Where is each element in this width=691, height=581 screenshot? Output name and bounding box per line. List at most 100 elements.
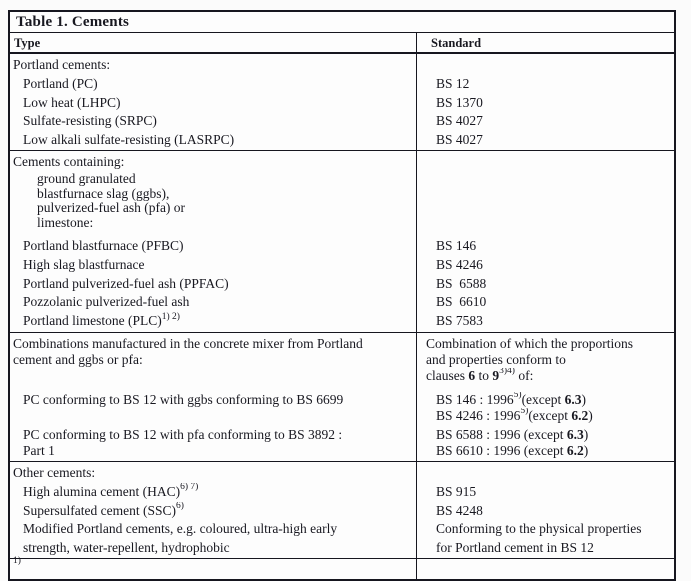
text-segment: Portland blastfurnace (PFBC) [23, 237, 184, 253]
type-cell: limestone: [10, 216, 443, 231]
standard-cell: BS 7583 [429, 312, 674, 331]
text-segment: PC conforming to BS 12 with ggbs conform… [23, 391, 344, 407]
superscript: 6) 7) [180, 482, 199, 493]
standard-cell: BS 6610 [429, 293, 674, 312]
standard-cell: BS 146 : 19965)(except 6.3) [429, 392, 674, 408]
text-segment: cement and ggbs or pfa: [13, 351, 143, 367]
text-segment: 6.3 [564, 391, 582, 407]
standard-cell [419, 56, 674, 75]
table-section-other-cements: Other cements: High alumina cement (HAC)6… [10, 462, 674, 559]
superscript: 6) [175, 501, 184, 512]
table-section-combinations: Combinations manufactured in the concret… [10, 333, 674, 462]
table-title: Table 1. Cements [10, 12, 674, 33]
text-segment: Other cements: [13, 464, 96, 480]
table-line: Part 1 BS 6610 : 1996 (except 6.2) [10, 443, 674, 459]
text-segment: to [475, 367, 493, 383]
text-segment: BS 4246 [436, 256, 483, 272]
type-cell: Low alkali sulfate-resisting (LASRPC) [10, 131, 429, 150]
text-segment: BS 146 [436, 237, 477, 253]
table-section-portland-cements: Portland cements: Portland (PC) BS 12 Low h… [10, 54, 674, 151]
type-cell: Combinations manufactured in the concret… [10, 336, 419, 352]
type-cell: blastfurnace slag (ggbs), [10, 187, 443, 202]
text-segment: BS 146 : 1996 [436, 391, 514, 407]
text-segment: ) [583, 426, 589, 442]
type-cell: Sulfate-resisting (SRPC) [10, 112, 429, 131]
table-line: Portland limestone (PLC)1) 2) BS 7583 [10, 312, 674, 331]
text-segment: BS 7583 [436, 313, 483, 329]
text-segment: BS 4246 : 1996 [436, 407, 521, 423]
standard-cell: for Portland cement in BS 12 [429, 539, 674, 558]
text-segment: BS 4248 [436, 502, 483, 518]
text-segment: pulverized-fuel ash (pfa) or [37, 201, 186, 216]
footnote-row: 1) [10, 557, 674, 579]
standard-cell [443, 172, 674, 187]
type-cell: High alumina cement (HAC)6) 7) [10, 483, 429, 502]
standard-cell [419, 153, 674, 172]
standard-cell [443, 201, 674, 216]
standard-cell: BS 4246 [429, 256, 674, 275]
text-segment: Cements containing: [13, 153, 125, 169]
table-line: PC conforming to BS 12 with ggbs conform… [10, 392, 674, 408]
text-segment: PC conforming to BS 12 with pfa conformi… [23, 426, 343, 442]
table-line: PC conforming to BS 12 with pfa conformi… [10, 427, 674, 443]
type-cell: strength, water-repellent, hydrophobic [10, 539, 429, 558]
table-line: High alumina cement (HAC)6) 7) BS 915 [10, 483, 674, 502]
table-line: Pozzolanic pulverized-fuel ash BS 6610 [10, 293, 674, 312]
standard-cell: BS 915 [429, 483, 674, 502]
text-segment: and properties conform to [426, 351, 566, 367]
text-segment: Portland (PC) [23, 75, 98, 91]
table-line: Sulfate-resisting (SRPC) BS 4027 [10, 112, 674, 131]
superscript: 5) [520, 407, 529, 417]
document-page: { "title": "Table 1. Cements", "columns"… [8, 10, 676, 581]
text-segment: ) [581, 391, 587, 407]
table-section-cements-containing: Cements containing: ground granulated blas… [10, 151, 674, 333]
text-segment: BS 6610 : 1996 (except [436, 442, 567, 458]
table-line: Portland cements: [10, 56, 674, 75]
type-cell [10, 368, 419, 384]
text-segment: Supersulfated cement (SSC) [23, 502, 176, 518]
text-segment: Modified Portland cements, e.g. coloured… [23, 521, 338, 537]
type-cell: Portland pulverized-fuel ash (PPFAC) [10, 275, 429, 294]
table-line: limestone: [10, 216, 674, 231]
type-cell: Other cements: [10, 464, 419, 483]
table-line: clauses 6 to 93)4) of: [10, 368, 674, 384]
column-divider-line [416, 33, 417, 579]
text-segment: BS 1370 [436, 94, 483, 110]
text-segment: 6 [468, 367, 476, 383]
type-cell: Portland blastfurnace (PFBC) [10, 237, 429, 256]
text-segment: Portland cements: [13, 57, 111, 72]
type-cell: Part 1 [10, 443, 429, 459]
text-segment: BS 6588 : 1996 (except [436, 426, 567, 442]
text-segment: BS 4027 [436, 132, 483, 148]
standard-cell [419, 464, 674, 483]
text-segment: for Portland cement in BS 12 [436, 540, 594, 556]
cements-table: Table 1. Cements Type Standard Portland … [8, 10, 676, 581]
standard-cell: BS 1370 [429, 94, 674, 113]
standard-cell: Conforming to the physical properties [429, 520, 674, 539]
standard-cell: clauses 6 to 93)4) of: [419, 368, 674, 384]
standard-cell: BS 6588 [429, 275, 674, 294]
standard-cell: BS 4027 [429, 112, 674, 131]
table-line: Combinations manufactured in the concret… [10, 336, 674, 352]
type-cell [10, 408, 429, 424]
type-cell: pulverized-fuel ash (pfa) or [10, 201, 443, 216]
column-header-standard: Standard [431, 36, 482, 50]
text-segment: limestone: [37, 216, 94, 231]
text-segment: BS 6610 [436, 294, 487, 310]
superscript: 1) 2) [161, 312, 180, 322]
text-segment: ) [588, 407, 593, 423]
type-cell: Modified Portland cements, e.g. coloured… [10, 520, 429, 539]
text-segment: Sulfate-resisting (SRPC) [23, 113, 157, 129]
text-segment: High alumina cement (HAC) [23, 483, 181, 499]
table-line: Other cements: [10, 464, 674, 483]
standard-cell [443, 216, 674, 231]
text-segment: Conforming to the physical properties [436, 521, 642, 537]
table-line: Modified Portland cements, e.g. coloured… [10, 520, 674, 539]
text-segment: Combination of which the proportions [426, 335, 633, 351]
text-segment: of: [514, 367, 534, 383]
table-line: Portland pulverized-fuel ash (PPFAC) BS 6… [10, 275, 674, 294]
table-line: strength, water-repellent, hydrophobic fo… [10, 539, 674, 558]
type-cell: Low heat (LHPC) [10, 94, 429, 113]
text-segment: Portland limestone (PLC) [23, 313, 162, 329]
table-line: ground granulated [10, 172, 674, 187]
